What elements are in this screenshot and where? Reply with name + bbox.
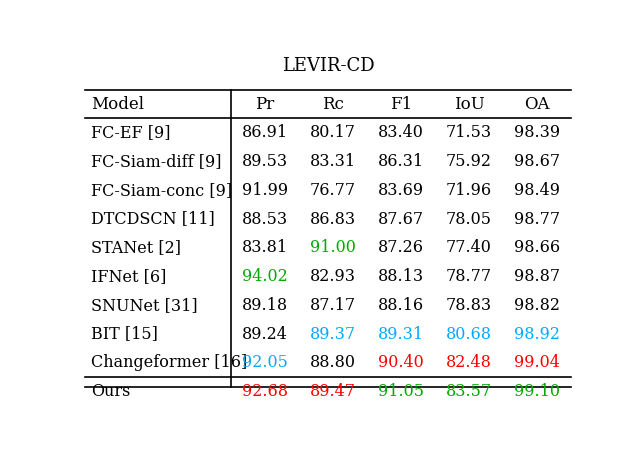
Text: 90.40: 90.40 bbox=[378, 355, 424, 371]
Text: 88.80: 88.80 bbox=[310, 355, 356, 371]
Text: 98.66: 98.66 bbox=[514, 239, 560, 256]
Text: 86.91: 86.91 bbox=[242, 124, 288, 141]
Text: Model: Model bbox=[91, 96, 144, 113]
Text: OA: OA bbox=[524, 96, 550, 113]
Text: 86.31: 86.31 bbox=[378, 153, 424, 170]
Text: FC-Siam-diff [9]: FC-Siam-diff [9] bbox=[91, 153, 221, 170]
Text: 78.05: 78.05 bbox=[446, 210, 492, 228]
Text: DTCDSCN [11]: DTCDSCN [11] bbox=[91, 210, 214, 228]
Text: 88.13: 88.13 bbox=[378, 268, 424, 285]
Text: 71.53: 71.53 bbox=[446, 124, 492, 141]
Text: 98.67: 98.67 bbox=[514, 153, 560, 170]
Text: 83.57: 83.57 bbox=[446, 383, 492, 400]
Text: 86.83: 86.83 bbox=[310, 210, 356, 228]
Text: 91.05: 91.05 bbox=[378, 383, 424, 400]
Text: 92.68: 92.68 bbox=[242, 383, 288, 400]
Text: 98.87: 98.87 bbox=[514, 268, 560, 285]
Text: 89.37: 89.37 bbox=[310, 326, 356, 343]
Text: 98.49: 98.49 bbox=[514, 182, 560, 199]
Text: 89.53: 89.53 bbox=[242, 153, 288, 170]
Text: FC-Siam-conc [9]: FC-Siam-conc [9] bbox=[91, 182, 232, 199]
Text: 83.31: 83.31 bbox=[310, 153, 356, 170]
Text: 76.77: 76.77 bbox=[310, 182, 356, 199]
Text: 87.26: 87.26 bbox=[378, 239, 424, 256]
Text: STANet [2]: STANet [2] bbox=[91, 239, 181, 256]
Text: 99.10: 99.10 bbox=[514, 383, 560, 400]
Text: 89.18: 89.18 bbox=[242, 297, 288, 314]
Text: 87.17: 87.17 bbox=[310, 297, 356, 314]
Text: 99.04: 99.04 bbox=[514, 355, 560, 371]
Text: 78.83: 78.83 bbox=[446, 297, 492, 314]
Text: 71.96: 71.96 bbox=[446, 182, 492, 199]
Text: 82.48: 82.48 bbox=[446, 355, 492, 371]
Text: 98.39: 98.39 bbox=[514, 124, 560, 141]
Text: 91.00: 91.00 bbox=[310, 239, 356, 256]
Text: 89.31: 89.31 bbox=[378, 326, 424, 343]
Text: 75.92: 75.92 bbox=[446, 153, 492, 170]
Text: 77.40: 77.40 bbox=[446, 239, 492, 256]
Text: LEVIR-CD: LEVIR-CD bbox=[282, 57, 374, 75]
Text: FC-EF [9]: FC-EF [9] bbox=[91, 124, 170, 141]
Text: Ours: Ours bbox=[91, 383, 131, 400]
Text: 88.16: 88.16 bbox=[378, 297, 424, 314]
Text: 94.02: 94.02 bbox=[242, 268, 288, 285]
Text: Changeformer [16]: Changeformer [16] bbox=[91, 355, 247, 371]
Text: 87.67: 87.67 bbox=[378, 210, 424, 228]
Text: 89.24: 89.24 bbox=[242, 326, 288, 343]
Text: IFNet [6]: IFNet [6] bbox=[91, 268, 166, 285]
Text: 92.05: 92.05 bbox=[242, 355, 288, 371]
Text: 98.82: 98.82 bbox=[514, 297, 560, 314]
Text: SNUNet [31]: SNUNet [31] bbox=[91, 297, 198, 314]
Text: 83.69: 83.69 bbox=[378, 182, 424, 199]
Text: BIT [15]: BIT [15] bbox=[91, 326, 158, 343]
Text: 78.77: 78.77 bbox=[446, 268, 492, 285]
Text: 91.99: 91.99 bbox=[242, 182, 288, 199]
Text: IoU: IoU bbox=[454, 96, 484, 113]
Text: 80.68: 80.68 bbox=[446, 326, 492, 343]
Text: 88.53: 88.53 bbox=[242, 210, 288, 228]
Text: Rc: Rc bbox=[322, 96, 344, 113]
Text: 82.93: 82.93 bbox=[310, 268, 356, 285]
Text: 98.77: 98.77 bbox=[514, 210, 560, 228]
Text: Pr: Pr bbox=[255, 96, 275, 113]
Text: F1: F1 bbox=[390, 96, 412, 113]
Text: 83.81: 83.81 bbox=[242, 239, 288, 256]
Text: 80.17: 80.17 bbox=[310, 124, 356, 141]
Text: 83.40: 83.40 bbox=[378, 124, 424, 141]
Text: 89.47: 89.47 bbox=[310, 383, 356, 400]
Text: 98.92: 98.92 bbox=[514, 326, 560, 343]
